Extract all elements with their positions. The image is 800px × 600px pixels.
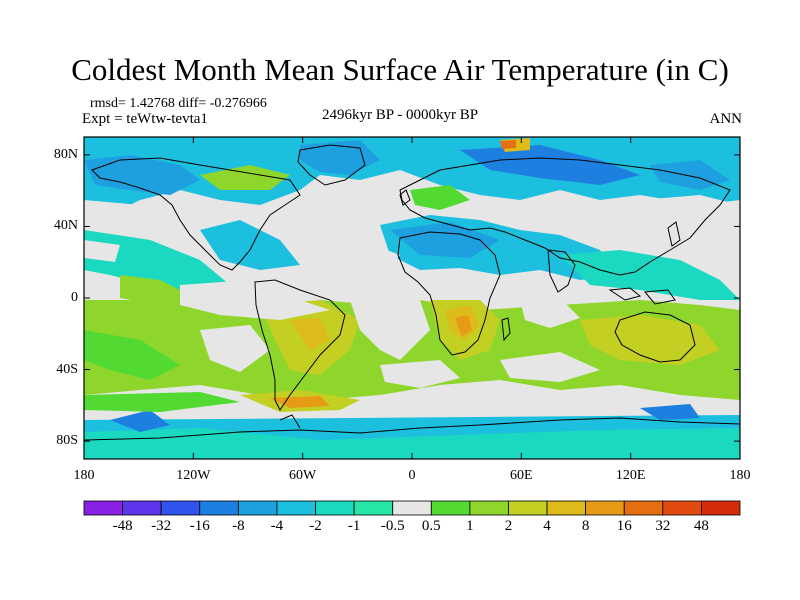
colorbar-swatch xyxy=(160,500,201,516)
colorbar-swatch xyxy=(237,500,278,516)
colorbar-label: -2 xyxy=(309,518,322,534)
cooling-regions xyxy=(84,137,740,459)
lon-label: 120W xyxy=(176,468,211,483)
lat-label: 0 xyxy=(71,290,78,305)
colorbar-label: -32 xyxy=(151,518,172,534)
colorbar-label: 32 xyxy=(655,518,671,534)
lon-label: 180 xyxy=(729,468,751,483)
colorbar-swatch xyxy=(430,500,471,516)
lon-label: 120E xyxy=(615,468,646,483)
colorbar-swatch xyxy=(276,500,316,516)
lat-label: 40N xyxy=(53,218,78,234)
colorbar-label: 0.5 xyxy=(421,518,441,534)
colorbar-label: -8 xyxy=(232,518,245,534)
longitude-ticks xyxy=(83,137,741,459)
colorbar-swatch xyxy=(392,500,432,516)
colorbar-swatch xyxy=(508,500,548,516)
lon-label: 180 xyxy=(73,468,95,483)
colorbar-label: 8 xyxy=(581,518,590,534)
colorbar-swatch xyxy=(199,500,239,516)
lat-label: 40S xyxy=(56,361,78,377)
colorbar-swatch xyxy=(353,500,394,516)
colorbar xyxy=(83,500,741,516)
colorbar-label: 48 xyxy=(693,518,709,534)
colorbar-label: 16 xyxy=(616,518,632,534)
lon-label: 60E xyxy=(510,468,533,483)
colorbar-label: -48 xyxy=(112,518,133,534)
colorbar-label: 2 xyxy=(504,518,513,534)
neutral-regions xyxy=(84,195,740,388)
colorbar-swatch xyxy=(122,500,162,516)
lat-label: 80N xyxy=(53,146,78,162)
colorbar-swatch xyxy=(701,500,741,516)
colorbar-swatch xyxy=(662,500,702,516)
colorbar-label: 1 xyxy=(466,518,474,534)
lon-label: 0 xyxy=(408,468,416,483)
colorbar-swatch xyxy=(623,500,664,516)
colorbar-swatch xyxy=(585,500,625,516)
lat-label: 80S xyxy=(56,433,78,449)
rmsd-stats: rmsd= 1.42768 diff= -0.276966 xyxy=(90,96,267,111)
season-label: ANN xyxy=(709,111,743,127)
time-period-label: 2496kyr BP - 0000kyr BP xyxy=(322,107,479,123)
latitude-ticks xyxy=(84,154,740,442)
colorbar-swatch xyxy=(546,500,587,516)
colorbar-label: -0.5 xyxy=(380,518,405,534)
colorbar-swatch xyxy=(469,500,509,516)
colorbar-label: -16 xyxy=(189,518,210,534)
coastlines xyxy=(84,144,740,441)
plot-title: Coldest Month Mean Surface Air Temperatu… xyxy=(71,52,729,87)
colorbar-label: 4 xyxy=(543,518,551,534)
colorbar-swatch xyxy=(83,500,123,516)
lon-label: 60W xyxy=(289,468,317,483)
colorbar-label: -4 xyxy=(270,518,284,534)
experiment-label: Expt = teWtw-tevta1 xyxy=(82,111,208,127)
colorbar-swatch xyxy=(315,500,355,516)
colorbar-label: -1 xyxy=(347,518,361,534)
